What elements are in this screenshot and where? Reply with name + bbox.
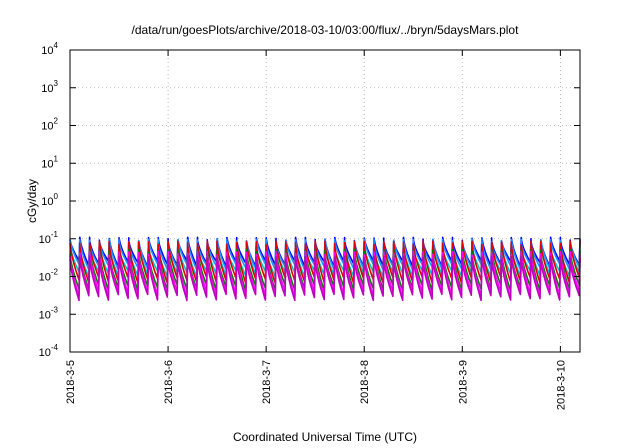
- y-tick-label: 10-3: [39, 305, 59, 321]
- series-line: [69, 240, 581, 284]
- grid: [70, 49, 580, 353]
- y-tick-label: 102: [41, 117, 58, 133]
- y-tick-label: 10-2: [39, 268, 59, 284]
- y-tick-label: 104: [41, 41, 58, 57]
- x-tick-label: 2018-3-6: [163, 360, 175, 404]
- x-axis: 2018-3-5 2018-3-6 2018-3-7 2018-3-8 2018-3-9…: [65, 50, 567, 410]
- series-line: [69, 248, 581, 292]
- y-tick-label: 100: [41, 192, 58, 208]
- y-tick-label: 101: [41, 154, 58, 170]
- y-axis: 104 103 102 101 100 10-1 10-2 10-3 10-4: [39, 41, 580, 359]
- x-tick-label: 2018-3-5: [65, 360, 77, 404]
- series-line: [69, 250, 581, 298]
- y-tick-label: 103: [41, 79, 58, 95]
- x-axis-label: Coordinated Universal Time (UTC): [233, 430, 417, 444]
- x-tick-label: 2018-3-9: [457, 360, 469, 404]
- y-tick-label: 10-1: [39, 230, 59, 246]
- y-axis-label: cGy/day: [25, 179, 39, 223]
- y-tick-label: 10-4: [39, 343, 59, 359]
- x-tick-label: 2018-3-10: [555, 360, 567, 410]
- x-tick-label: 2018-3-7: [261, 360, 273, 404]
- series-line: [69, 238, 581, 271]
- x-tick-label: 2018-3-8: [359, 360, 371, 404]
- chart-title: /data/run/goesPlots/archive/2018-03-10/0…: [132, 23, 520, 37]
- series-line: [69, 255, 581, 302]
- series-group: [69, 236, 581, 302]
